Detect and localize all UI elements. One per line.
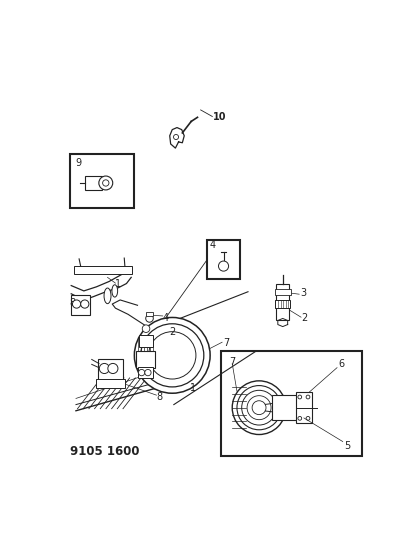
Bar [295,392,311,423]
Circle shape [142,325,149,333]
Text: 9: 9 [75,158,81,168]
Circle shape [72,300,81,308]
Bar [74,266,132,273]
Text: 4: 4 [162,312,169,322]
Circle shape [148,332,196,379]
Bar [136,351,155,368]
Bar [276,284,288,320]
Circle shape [297,416,301,420]
Bar [275,300,289,308]
Circle shape [252,401,265,415]
Bar [271,395,296,420]
Bar [137,367,153,378]
Text: 10: 10 [213,112,226,122]
Text: 5: 5 [344,441,350,450]
Bar [96,379,125,388]
Text: 9105 1600: 9105 1600 [70,445,139,458]
Text: 7: 7 [229,357,235,367]
Circle shape [297,395,301,399]
Circle shape [134,318,210,393]
Bar [70,154,134,207]
Circle shape [145,314,153,322]
Text: 8: 8 [156,392,162,402]
Text: 4: 4 [209,240,215,251]
Bar [146,312,152,317]
Text: 1: 1 [189,383,195,393]
Bar [84,175,102,190]
Text: 3: 3 [299,288,306,298]
Text: 7: 7 [222,338,229,348]
Bar [98,359,123,380]
Circle shape [81,300,89,308]
Circle shape [99,364,109,374]
Circle shape [241,390,276,425]
Bar [220,351,361,456]
Circle shape [99,176,112,190]
Circle shape [108,364,118,374]
Bar [274,289,290,295]
Bar [139,335,153,347]
Circle shape [247,395,270,419]
Text: 2: 2 [169,327,175,336]
Circle shape [236,385,281,430]
Circle shape [218,261,228,271]
Ellipse shape [104,288,111,304]
Circle shape [306,395,309,399]
Bar [207,240,240,279]
Circle shape [306,416,309,420]
Bar [71,295,90,314]
Text: 1: 1 [115,279,121,289]
Ellipse shape [112,285,117,297]
Circle shape [138,369,144,376]
Circle shape [102,180,109,186]
Text: 6: 6 [337,359,343,368]
Circle shape [140,324,203,387]
Text: 2: 2 [301,313,307,324]
Circle shape [173,134,178,140]
Circle shape [231,381,285,434]
Text: 8: 8 [70,298,76,308]
Circle shape [144,369,151,376]
